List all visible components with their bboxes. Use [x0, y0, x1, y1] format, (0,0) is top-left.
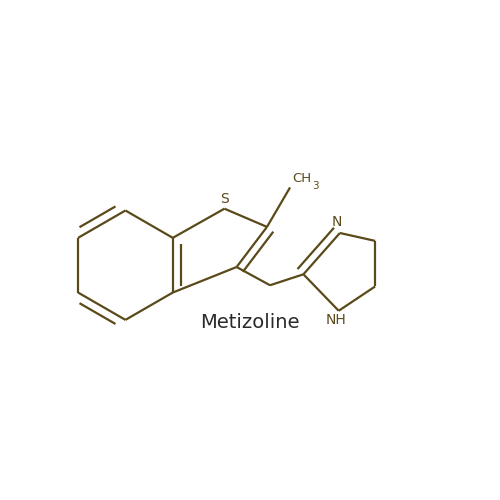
Text: S: S: [220, 192, 229, 205]
Text: NH: NH: [326, 312, 346, 326]
Text: 3: 3: [312, 181, 318, 191]
Text: N: N: [332, 216, 342, 230]
Text: CH: CH: [292, 172, 311, 185]
Text: Metizoline: Metizoline: [200, 314, 300, 332]
